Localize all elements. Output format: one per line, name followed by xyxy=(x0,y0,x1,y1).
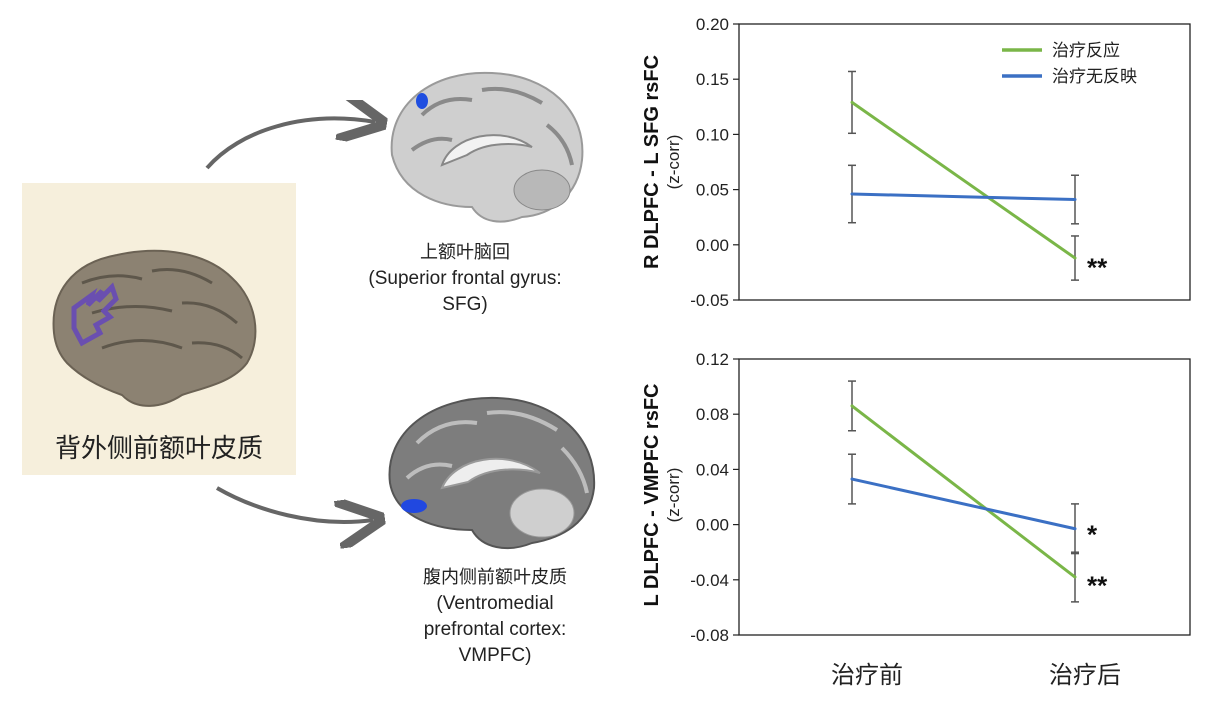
chart1-significance: ** xyxy=(1087,253,1108,283)
chart2-significance: * xyxy=(1087,520,1098,550)
chart2-ytick-label: 0.04 xyxy=(696,460,729,479)
chart1-ytick-label: 0.15 xyxy=(696,70,729,89)
vmpfc-label-en3: VMPFC) xyxy=(458,645,532,666)
sfg-brain-image xyxy=(390,71,584,223)
chart2-series-0 xyxy=(851,404,1076,579)
chart2-point xyxy=(1073,527,1077,531)
chart1-ytick-label: 0.00 xyxy=(696,236,729,255)
chart1-ytick-label: 0.05 xyxy=(696,181,729,200)
chart2-series-1 xyxy=(851,477,1076,531)
chart1-legend-label: 治疗反应 xyxy=(1052,41,1120,61)
sfg-label: 上额叶脑回 (Superior frontal gyrus: SFG) xyxy=(330,240,600,318)
sfg-label-en1: (Superior frontal gyrus: xyxy=(368,268,562,289)
chart1-ytick-label: 0.20 xyxy=(696,15,729,34)
chart2-ytick-label: 0.12 xyxy=(696,350,729,369)
chart2-ytick-label: 0.08 xyxy=(696,405,729,424)
vmpfc-label-en2: prefrontal cortex: xyxy=(423,619,567,640)
vmpfc-brain-image xyxy=(388,396,596,550)
chart-vmpfc-rsfc: -0.08-0.040.000.040.080.12*** xyxy=(690,350,1191,645)
chart1-plot-frame xyxy=(738,23,1191,301)
dlpfc-highlight xyxy=(71,282,119,347)
chart1-series-0 xyxy=(851,101,1076,260)
vmpfc-label-zh: 腹内侧前额叶皮质 xyxy=(423,567,567,588)
chart2-significance: ** xyxy=(1087,571,1108,601)
chart2-ytick-label: -0.08 xyxy=(690,626,729,645)
vmpfc-label-en1: (Ventromedial xyxy=(436,593,554,614)
arrow-to-vmpfc xyxy=(215,486,373,522)
lateral-brain-image xyxy=(52,249,257,407)
x-category-post: 治疗后 xyxy=(1049,661,1121,689)
lateral-region-label: 背外侧前额叶皮质 xyxy=(54,434,263,464)
sfg-label-en2: SFG) xyxy=(442,294,488,315)
chart1-ytick-label: -0.05 xyxy=(690,291,729,310)
chart1-point xyxy=(850,192,854,196)
chart2-ytick-label: 0.00 xyxy=(696,516,729,535)
chart2-point xyxy=(850,404,854,408)
x-category-pre: 治疗前 xyxy=(831,661,903,689)
vmpfc-label: 腹内侧前额叶皮质 (Ventromedial prefrontal cortex… xyxy=(375,565,615,669)
sfg-highlight xyxy=(416,93,428,109)
sfg-label-zh: 上额叶脑回 xyxy=(420,242,510,263)
lateral-brain-panel: 背外侧前额叶皮质 xyxy=(22,183,296,475)
chart1-point xyxy=(1073,198,1077,202)
chart1-point xyxy=(850,100,854,104)
chart1-point xyxy=(1073,256,1077,260)
chart2-plot-frame xyxy=(738,358,1191,636)
chart1-series-1 xyxy=(851,192,1076,202)
chart2-point xyxy=(1073,575,1077,579)
chart1-ytick-label: 0.10 xyxy=(696,125,729,144)
chart1-legend-label: 治疗无反映 xyxy=(1052,67,1137,87)
chart2-point xyxy=(850,477,854,481)
chart2-ytick-label: -0.04 xyxy=(690,571,729,590)
arrows xyxy=(205,100,395,550)
vmpfc-highlight xyxy=(401,499,427,513)
arrow-to-sfg xyxy=(205,119,375,170)
